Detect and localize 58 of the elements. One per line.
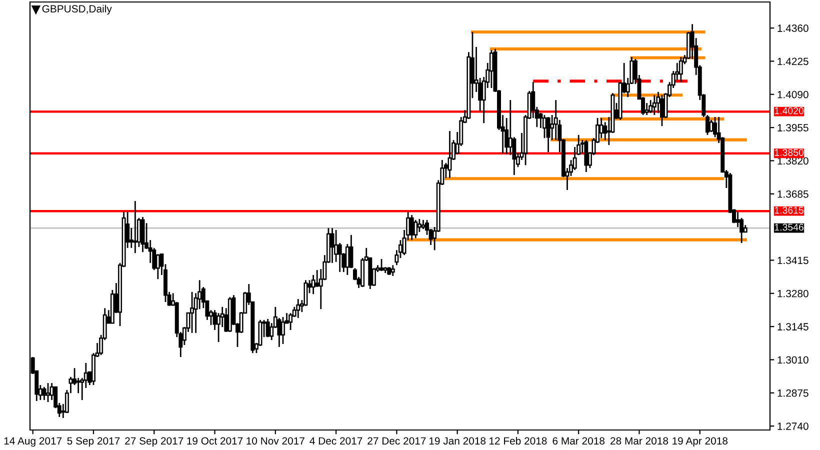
candlestick bbox=[334, 229, 338, 263]
candlestick bbox=[315, 269, 320, 288]
x-tick-label: 28 Mar 2018 bbox=[610, 437, 668, 445]
candlestick bbox=[280, 316, 285, 345]
candlestick bbox=[380, 258, 384, 272]
candlestick bbox=[599, 117, 604, 139]
candlestick bbox=[603, 121, 608, 141]
candlestick bbox=[390, 264, 395, 277]
y-tick-label: 1.3955 bbox=[778, 124, 808, 132]
x-tick-label: 6 Mar 2018 bbox=[552, 437, 604, 445]
x-tick-label: 14 Aug 2017 bbox=[4, 437, 62, 447]
x-tick-label: 27 Sep 2017 bbox=[125, 437, 184, 447]
candlestick bbox=[190, 291, 194, 334]
y-tick-label: 1.3145 bbox=[778, 323, 808, 330]
candlestick bbox=[709, 119, 714, 133]
candlestick bbox=[648, 99, 653, 114]
y-tick-label: 1.3280 bbox=[778, 290, 808, 298]
chart-title: GBPUSD,Daily bbox=[42, 4, 112, 15]
y-tick-label: 1.3010 bbox=[778, 356, 808, 364]
x-tick-label: 4 Dec 2017 bbox=[310, 437, 362, 445]
candlestick bbox=[311, 274, 316, 295]
ref-line-label: 1.3850 bbox=[774, 149, 804, 156]
x-tick-label: 27 Dec 2017 bbox=[368, 437, 426, 445]
y-tick-label: 1.4090 bbox=[778, 90, 808, 98]
candlestick bbox=[349, 234, 354, 269]
x-tick-label: 19 Apr 2018 bbox=[672, 437, 728, 447]
x-tick-label: 12 Feb 2018 bbox=[490, 436, 547, 445]
y-tick-label: 1.3685 bbox=[778, 190, 808, 198]
x-tick-label: 19 Oct 2017 bbox=[187, 437, 243, 445]
y-tick-label: 1.3415 bbox=[778, 256, 808, 264]
x-tick-label: 10 Nov 2017 bbox=[246, 437, 304, 445]
candlestick bbox=[417, 218, 422, 233]
candlestick bbox=[42, 386, 46, 401]
x-tick-label: 5 Sep 2017 bbox=[67, 437, 120, 447]
candlestick bbox=[296, 298, 300, 319]
candlestick bbox=[546, 116, 550, 153]
candlestick bbox=[338, 242, 342, 273]
ref-line-label: 1.3615 bbox=[774, 206, 804, 214]
candlestick bbox=[660, 94, 664, 127]
candlestick bbox=[410, 214, 414, 241]
y-tick-label: 1.2875 bbox=[778, 389, 808, 397]
candlestick bbox=[414, 219, 418, 239]
ref-line-label: 1.4020 bbox=[774, 107, 804, 114]
candlestick bbox=[584, 139, 588, 173]
candlestick bbox=[133, 200, 138, 254]
candlestick bbox=[542, 114, 546, 139]
candlestick bbox=[652, 94, 656, 116]
ref-line-label: 1.3546 bbox=[774, 224, 804, 231]
candlestick bbox=[156, 253, 160, 280]
y-tick-label: 1.2740 bbox=[778, 422, 808, 430]
x-tick-label: 19 Jan 2018 bbox=[429, 437, 486, 445]
candlestick bbox=[266, 318, 270, 338]
candlestick bbox=[76, 377, 80, 394]
candlestick bbox=[46, 382, 50, 403]
candlestick bbox=[421, 219, 426, 230]
candlestick bbox=[678, 56, 683, 83]
y-tick-label: 1.4360 bbox=[778, 24, 808, 32]
y-tick-label: 1.4225 bbox=[778, 58, 808, 66]
